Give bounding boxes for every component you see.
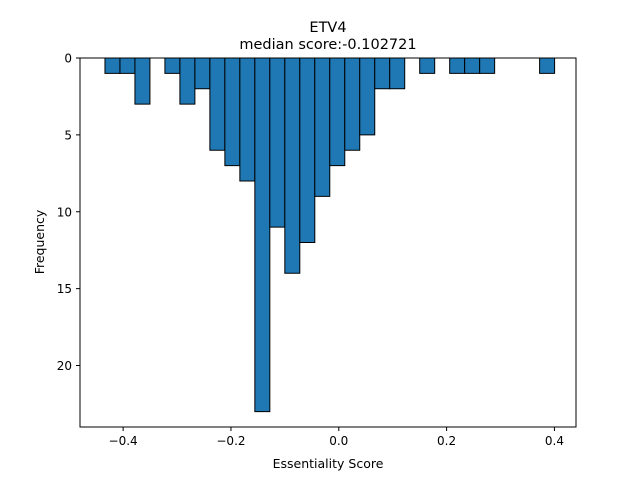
histogram-bar — [269, 57, 286, 228]
histogram-bar — [134, 57, 151, 105]
histogram-bar — [464, 57, 481, 74]
histogram-bar — [224, 57, 241, 167]
x-tick-label: −0.2 — [216, 434, 245, 448]
histogram-bar — [389, 57, 406, 90]
chart-subtitle: median score:-0.102721 — [239, 37, 416, 53]
y-tick-label: 20 — [57, 359, 72, 373]
plot-frame — [79, 57, 577, 428]
histogram-bar — [449, 57, 466, 74]
x-tick-label: 0.4 — [545, 434, 564, 448]
histogram-bar — [314, 57, 331, 197]
chart-title: ETV4 — [309, 20, 346, 36]
x-axis-label: Essentiality Score — [273, 456, 384, 471]
histogram-bar — [344, 57, 361, 151]
histogram-bar — [359, 57, 376, 136]
y-tick-label: 5 — [64, 128, 72, 142]
histogram-bar — [299, 57, 316, 243]
y-tick-label: 10 — [57, 205, 72, 219]
y-axis-label: Frequency — [32, 209, 47, 274]
x-tick-label: −0.4 — [109, 434, 138, 448]
histogram-bar — [539, 57, 556, 74]
histogram-bar — [479, 57, 496, 74]
histogram-bar — [239, 57, 256, 182]
histogram-bar — [194, 57, 211, 90]
histogram-bar — [329, 57, 346, 167]
y-tick-label: 0 — [64, 52, 72, 66]
y-axis-ticks: 0 5 10 15 20 — [57, 52, 80, 373]
histogram-bar — [284, 57, 301, 274]
histogram-bar — [104, 57, 121, 74]
x-axis-ticks: −0.4 −0.2 0.0 0.2 0.4 — [109, 427, 564, 448]
histogram-bar — [164, 57, 181, 74]
histogram-bar — [179, 57, 196, 105]
histogram-bar — [119, 57, 136, 74]
histogram-bar — [419, 57, 436, 74]
bars-group — [104, 57, 556, 413]
x-tick-label: 0.0 — [329, 434, 348, 448]
x-tick-label: 0.2 — [437, 434, 456, 448]
y-tick-label: 15 — [57, 282, 72, 296]
histogram-bar — [254, 57, 271, 413]
histogram-bar — [374, 57, 391, 90]
histogram-bar — [209, 57, 226, 151]
